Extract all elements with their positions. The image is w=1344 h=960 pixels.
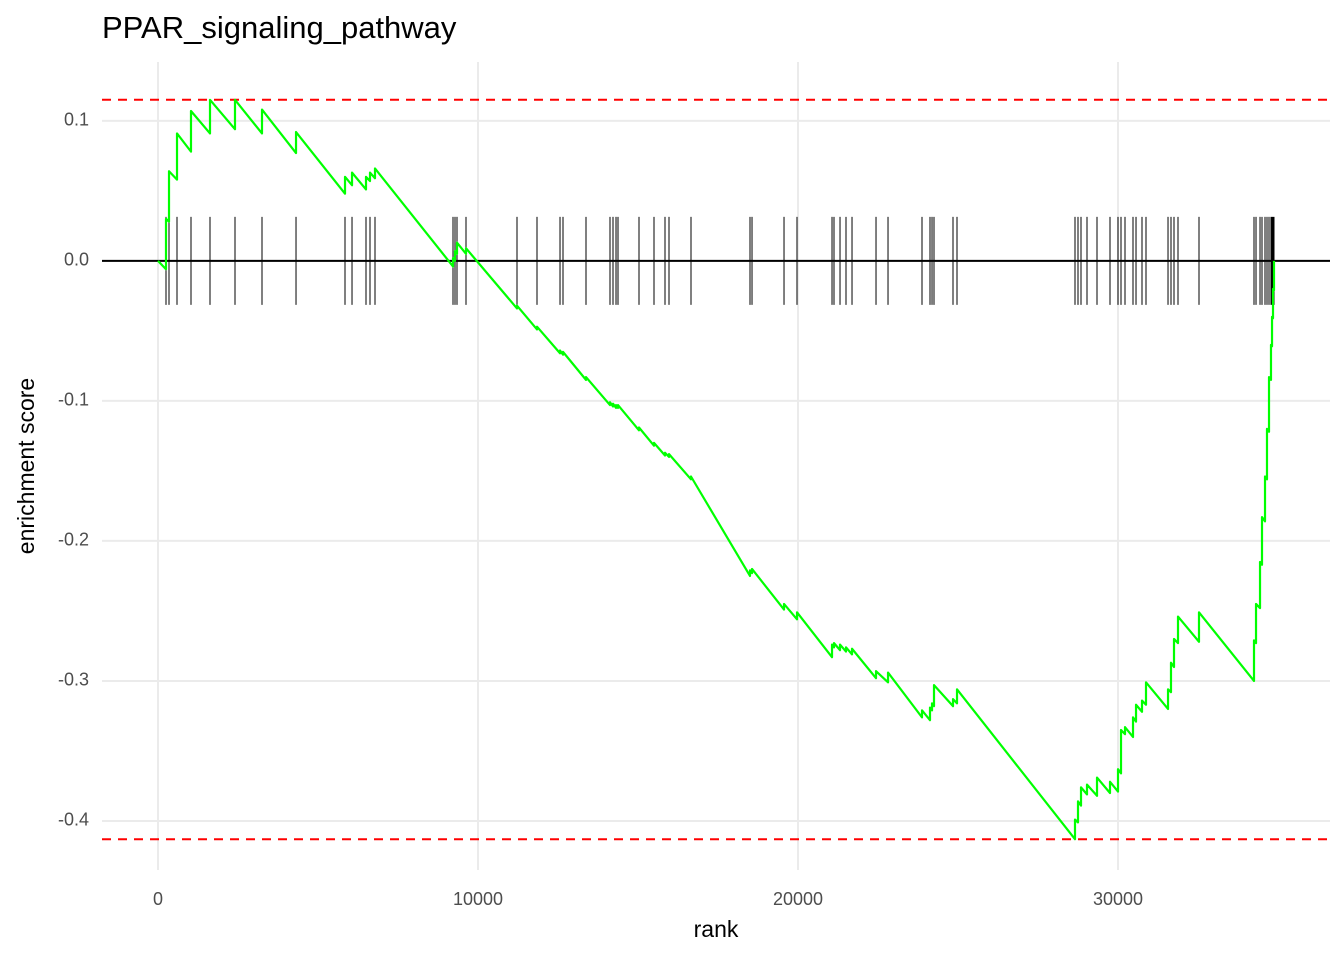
x-axis-title: rank: [694, 916, 739, 942]
x-tick-label: 0: [153, 889, 163, 909]
x-tick-label: 10000: [453, 889, 503, 909]
y-tick-label: -0.1: [58, 390, 89, 410]
y-axis-title: enrichment score: [13, 378, 39, 554]
x-tick-label: 30000: [1093, 889, 1143, 909]
grid: [102, 62, 1330, 870]
y-tick-label: 0.1: [64, 110, 89, 130]
x-tick-label: 20000: [773, 889, 823, 909]
enrichment-line: [157, 98, 1276, 841]
y-tick-label: -0.4: [58, 810, 89, 830]
y-tick-label: 0.0: [64, 250, 89, 270]
y-tick-label: -0.3: [58, 670, 89, 690]
chart-title: PPAR_signaling_pathway: [102, 10, 457, 45]
y-tick-label: -0.2: [58, 530, 89, 550]
